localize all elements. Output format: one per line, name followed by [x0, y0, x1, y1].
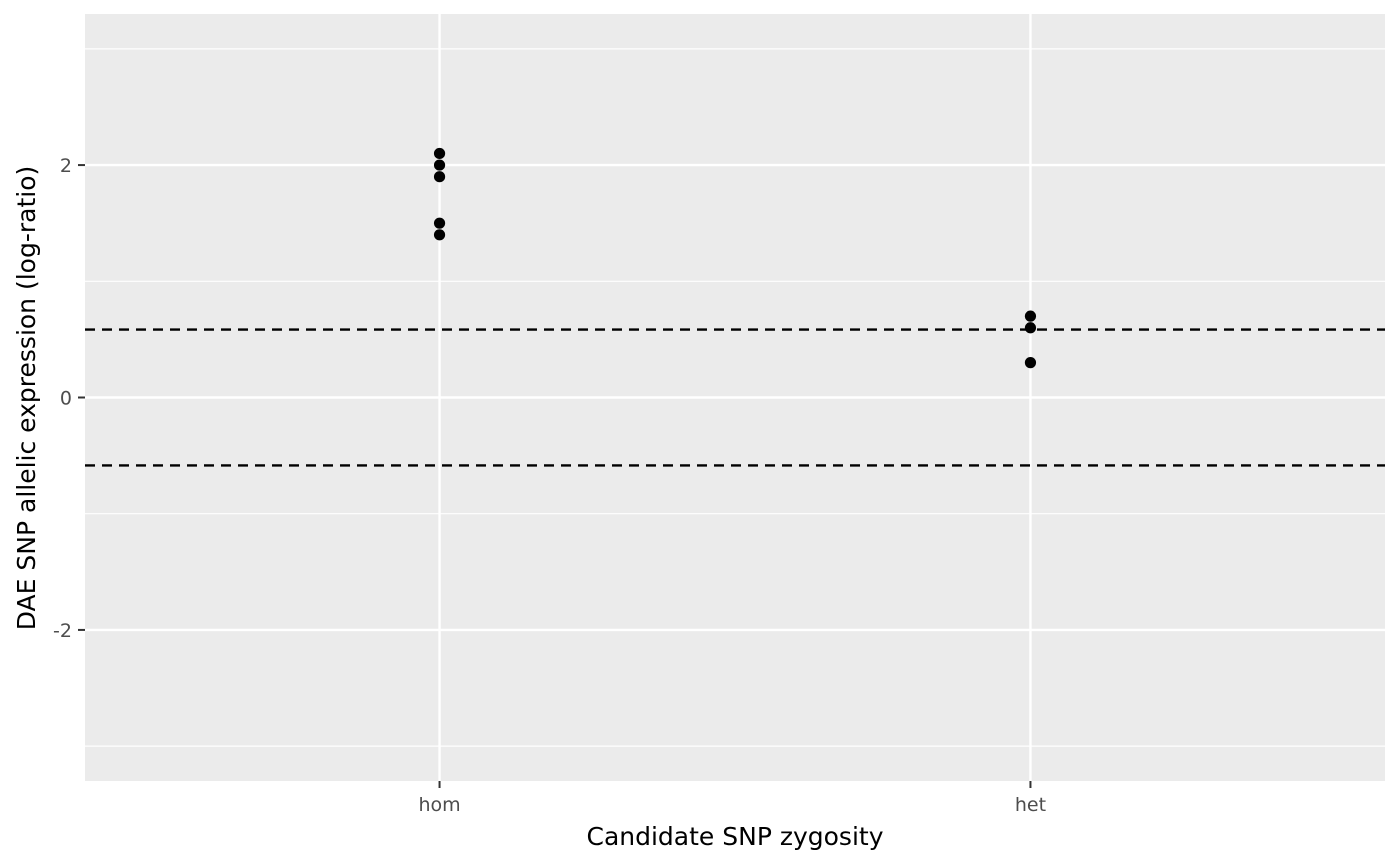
grid-minor [85, 48, 1385, 747]
data-point [1024, 322, 1037, 334]
x-axis-title: Candidate SNP zygosity [587, 822, 884, 851]
reference-lines [85, 328, 1385, 467]
y-tick-label: -2 [53, 620, 72, 642]
data-point [1024, 310, 1037, 322]
data-points [433, 147, 1037, 369]
x-tick-label: het [1015, 794, 1046, 816]
data-point [433, 159, 446, 171]
data-point [1024, 357, 1037, 369]
data-point [433, 229, 446, 241]
y-tick-label: 0 [60, 388, 72, 410]
data-point [433, 217, 446, 229]
data-point [433, 171, 446, 183]
y-axis-title: DAE SNP allelic expression (log-ratio) [12, 166, 41, 631]
x-axis-ticks: hom het [418, 781, 1046, 816]
y-tick-label: 2 [60, 155, 72, 177]
data-point [433, 147, 446, 160]
x-tick-label: hom [418, 794, 460, 816]
grid-major [85, 14, 1385, 781]
y-axis-ticks: -2 0 2 [53, 155, 85, 642]
